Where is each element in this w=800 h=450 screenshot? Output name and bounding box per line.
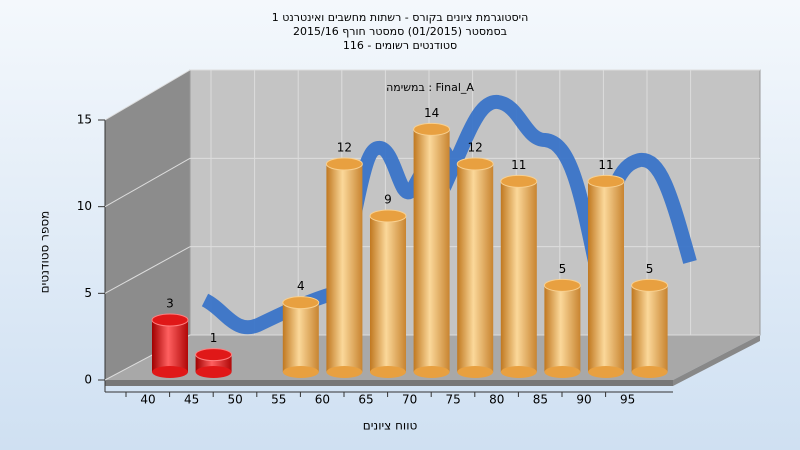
bar-top: [369, 209, 407, 223]
value-label: 9: [384, 193, 392, 207]
bar-top: [325, 157, 363, 171]
value-label: 12: [337, 141, 352, 155]
annotation: במשימה : Final_A: [386, 81, 474, 94]
bar-top: [631, 278, 669, 292]
value-label: 3: [166, 297, 174, 311]
value-label: 11: [511, 158, 526, 172]
bar-base: [370, 366, 406, 378]
chart-subtitle: סטודנטים רשומים - 116: [343, 39, 457, 52]
x-tick-label: 60: [315, 393, 330, 407]
bar-base: [544, 366, 581, 378]
floor-edge: [673, 335, 760, 386]
bar: [544, 285, 581, 372]
bar: [413, 129, 450, 372]
value-label: 4: [297, 279, 305, 293]
bar-top: [195, 348, 233, 362]
y-axis-label: מספר סטודנטים: [38, 211, 52, 294]
x-tick-label: 70: [402, 393, 417, 407]
bar: [370, 216, 406, 372]
bar-base: [500, 366, 537, 378]
chart-title: היסטוגרמת ציונים בקורס - רשתות מחשבים וא…: [272, 11, 529, 24]
floor-edge: [105, 380, 673, 386]
bar-base: [457, 366, 494, 378]
y-tick-label: 15: [77, 113, 92, 127]
x-tick-label: 90: [576, 393, 591, 407]
bar: [500, 181, 537, 372]
x-tick-label: 85: [533, 393, 548, 407]
x-tick-label: 95: [620, 393, 635, 407]
bar-base: [282, 366, 319, 378]
y-tick-label: 5: [84, 286, 92, 300]
bar-base: [326, 366, 363, 378]
x-tick-label: 75: [446, 393, 461, 407]
bar: [152, 320, 188, 372]
grid-line: [104, 69, 191, 121]
bar-base: [631, 366, 668, 378]
bar: [631, 285, 668, 372]
bar: [588, 181, 624, 372]
x-tick-label: 80: [489, 393, 504, 407]
value-label: 14: [424, 106, 439, 120]
bar-top: [500, 174, 538, 188]
x-tick-label: 65: [358, 393, 373, 407]
bar: [457, 164, 494, 372]
grid-line: [104, 246, 191, 294]
x-tick-label: 50: [228, 393, 243, 407]
bar-base: [588, 366, 624, 378]
value-label: 5: [559, 262, 567, 276]
chart-subtitle: בסמסטר (01/2015) סמסטר חורף 2015/16: [293, 25, 507, 38]
bar-top: [282, 296, 320, 310]
value-label: 1: [210, 331, 218, 345]
bar: [282, 302, 319, 372]
value-label: 11: [598, 158, 613, 172]
y-tick-label: 0: [84, 373, 92, 387]
value-label: 5: [646, 262, 654, 276]
bar-base: [152, 366, 188, 378]
bar-top: [151, 313, 189, 327]
grid-line: [104, 157, 191, 208]
bar-base: [413, 366, 450, 378]
x-tick-label: 45: [184, 393, 199, 407]
bar: [326, 164, 363, 372]
y-tick-label: 10: [77, 199, 92, 213]
bar-top: [543, 278, 581, 292]
bar-top: [587, 174, 625, 188]
left-wall: [105, 70, 190, 380]
x-axis-label: טווח ציונים: [363, 419, 418, 433]
x-tick-label: 55: [271, 393, 286, 407]
x-tick-label: 40: [140, 393, 155, 407]
bar-base: [195, 366, 232, 378]
bar-top: [456, 157, 494, 171]
value-label: 12: [468, 141, 483, 155]
bar-top: [413, 122, 451, 136]
